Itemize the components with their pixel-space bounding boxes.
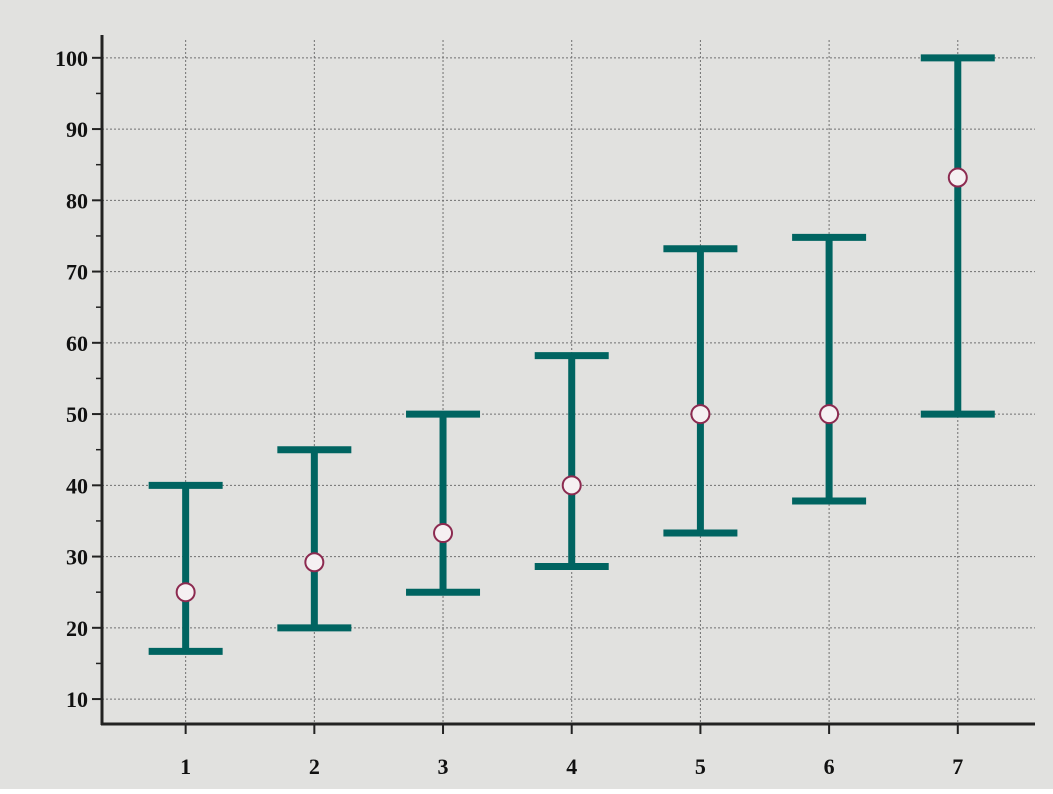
tick-labels: 10 20 30 40 50 60 70 80 90 100 1 2 3 4 5 6 7 (55, 46, 963, 779)
y-tick-label: 80 (66, 188, 88, 213)
errorbar-7 (920, 54, 995, 418)
y-tick-label: 20 (66, 616, 88, 641)
x-tick-label: 7 (952, 754, 963, 779)
y-tick-label: 70 (66, 260, 88, 285)
y-tick-label: 40 (66, 473, 88, 498)
mean-marker-4 (561, 475, 582, 496)
y-tick-label: 100 (55, 46, 88, 71)
errorbar-2 (277, 446, 352, 632)
errorbar-4 (534, 352, 609, 571)
errorbar-3 (406, 410, 481, 596)
y-tick-label: 30 (66, 545, 88, 570)
mean-marker-5 (690, 404, 711, 425)
y-tick-label: 50 (66, 402, 88, 427)
error-bars (148, 54, 995, 655)
x-tick-label: 3 (438, 754, 449, 779)
x-tick-label: 5 (695, 754, 706, 779)
mean-marker-2 (304, 552, 325, 573)
axes (92, 35, 1035, 734)
mean-marker-6 (819, 404, 840, 425)
x-tick-label: 1 (180, 754, 191, 779)
mean-markers (175, 167, 968, 603)
errorbar-6 (792, 233, 867, 505)
x-tick-label: 6 (824, 754, 835, 779)
errorbar-5 (663, 245, 738, 537)
y-tick-label: 90 (66, 117, 88, 142)
mean-marker-1 (175, 582, 196, 603)
y-tick-label: 60 (66, 331, 88, 356)
mean-marker-7 (947, 167, 968, 188)
x-tick-label: 2 (309, 754, 320, 779)
errorbar-1 (148, 481, 223, 655)
x-tick-label: 4 (566, 754, 577, 779)
mean-marker-3 (433, 523, 454, 544)
y-tick-label: 10 (66, 687, 88, 712)
